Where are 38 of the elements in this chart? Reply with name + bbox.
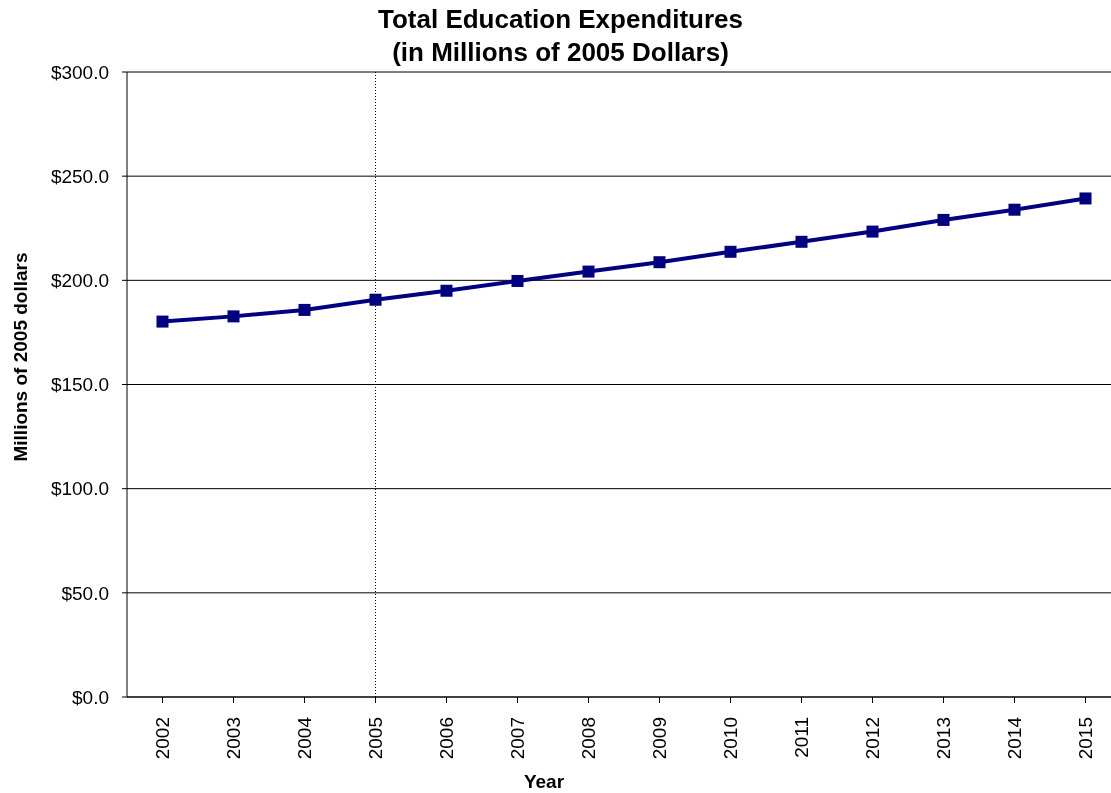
x-tick-label: 2004: [294, 716, 316, 760]
y-tick-label: $250.0: [50, 165, 109, 187]
point: [298, 303, 311, 316]
point: [724, 245, 737, 258]
y-tick-label: $0.0: [72, 686, 109, 708]
chart-title: Total Education Expenditures (in Millions of 2005 Dollars): [377, 3, 744, 67]
point: [866, 225, 879, 238]
x-tick-label: 2006: [436, 717, 458, 760]
point: [440, 284, 453, 297]
y-tick-label: $200.0: [50, 270, 109, 292]
x-tick-label: 2012: [862, 717, 884, 760]
point: [156, 315, 169, 328]
x-tick-label: 2008: [578, 717, 600, 760]
y-tick-label: $100.0: [50, 478, 109, 500]
point: [1008, 203, 1021, 216]
x-tick-label: 2010: [720, 717, 742, 760]
y-axis-title: Millions of 2005 dollars: [10, 252, 32, 462]
x-tick-label: 2005: [365, 717, 387, 760]
point: [582, 265, 595, 278]
x-tick-label: 2011: [791, 717, 813, 758]
y-tick-label: $300.0: [50, 61, 109, 83]
x-tick-label: 2009: [649, 717, 671, 760]
y-tick-label: $150.0: [50, 374, 109, 396]
point: [795, 235, 808, 248]
point: [511, 274, 524, 287]
point: [369, 293, 382, 306]
y-tick-label: $50.0: [61, 582, 109, 604]
x-tick-label: 2003: [223, 717, 245, 760]
point: [1079, 192, 1092, 205]
x-tick-label: 2007: [507, 717, 529, 760]
point: [937, 213, 950, 226]
point: [653, 256, 666, 269]
x-tick-label: 2014: [1004, 716, 1026, 760]
point: [227, 310, 240, 323]
x-tick-label: 2015: [1075, 717, 1097, 760]
x-tick-label: 2013: [933, 717, 955, 760]
x-axis-title: Year: [523, 771, 565, 793]
x-tick-label: 2002: [152, 717, 174, 760]
